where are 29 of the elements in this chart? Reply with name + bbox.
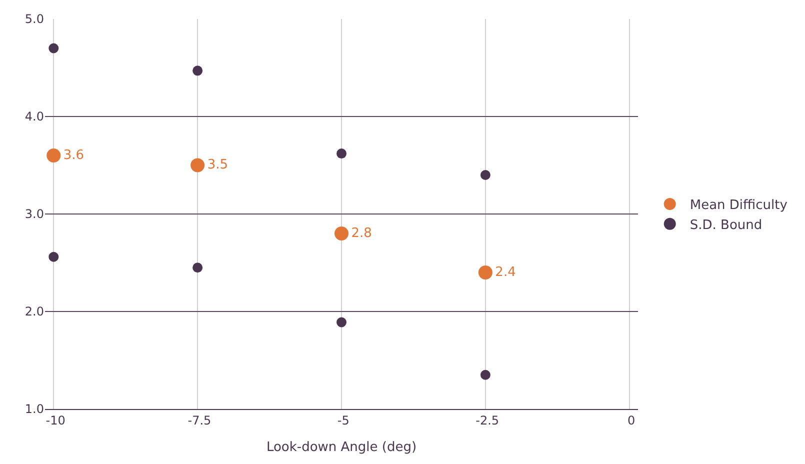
point [336,317,346,328]
legend-label: S.D. Bound [690,218,762,233]
point [192,262,203,273]
point [46,148,61,162]
y-tick-label: 3.0 [24,207,44,222]
data-label: 2.8 [351,226,372,241]
point [480,370,490,380]
data-label: 2.4 [495,264,516,280]
point [48,43,59,54]
x-tick-label: -2.5 [472,413,500,428]
point [336,148,346,159]
point [478,266,492,280]
data-label: 3.5 [207,158,228,172]
y-tick-label: 2.0 [24,304,44,319]
point [190,158,205,172]
x-tick-label: -5 [334,413,350,428]
data-label: 3.6 [63,148,84,163]
x-tick-label: 0 [624,413,636,428]
x-tick-label: -7.5 [184,413,212,428]
point [48,252,59,262]
point [192,66,203,76]
legend-label: Mean Difficulty [690,198,788,214]
y-tick-label: 4.0 [24,110,44,124]
x-axis-title: Look-down Angle (deg) [266,440,417,455]
y-tick-label: 5.0 [24,12,44,26]
x-tick-label: -10 [46,413,66,428]
point [480,170,490,180]
point [334,226,348,240]
y-tick-label: 1.0 [24,402,44,416]
